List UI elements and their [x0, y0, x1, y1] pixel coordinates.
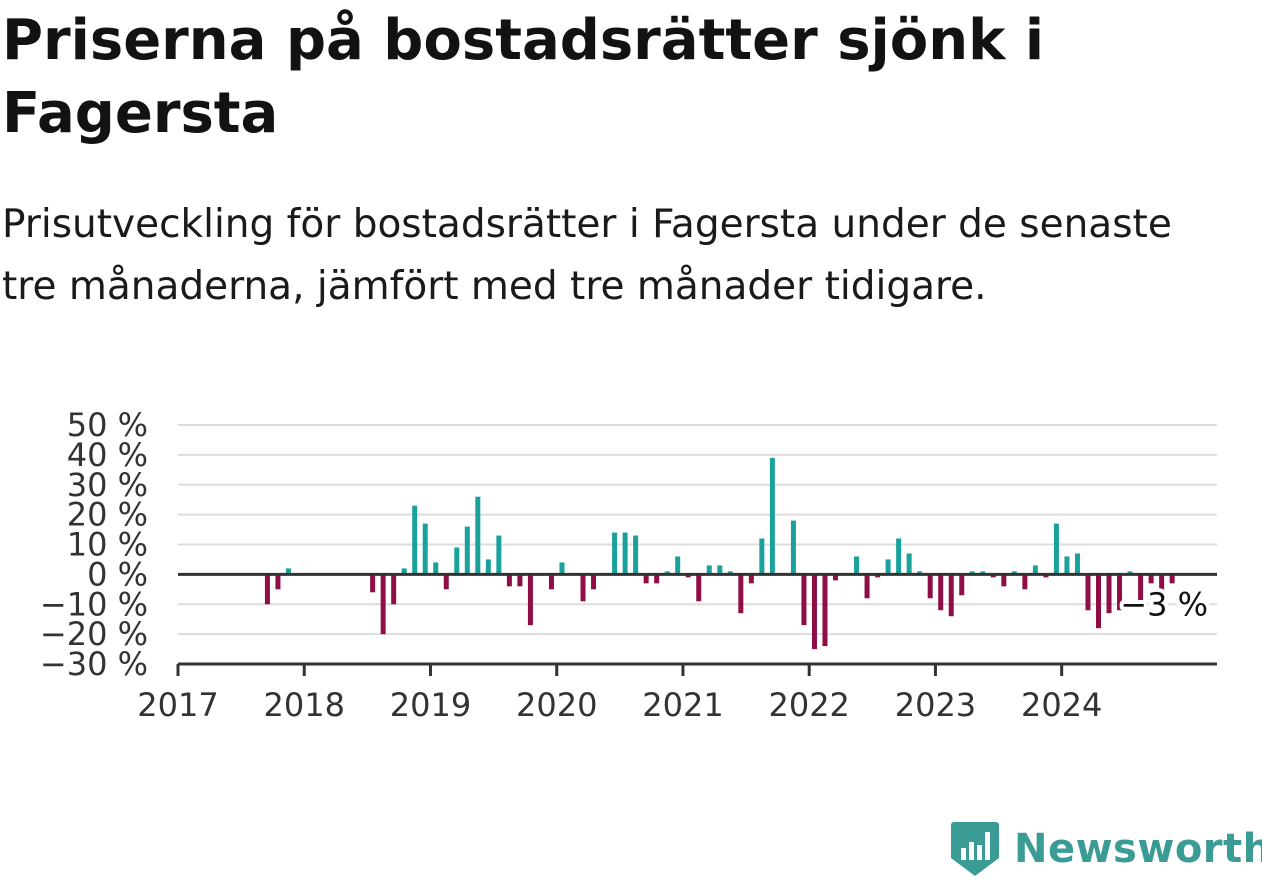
x-tick-label: 2021 [642, 686, 723, 724]
bar [854, 556, 860, 575]
bar [612, 532, 618, 575]
bar [464, 526, 470, 575]
bar [1053, 523, 1059, 575]
bar [769, 457, 775, 575]
bar [264, 574, 270, 605]
bar [485, 559, 491, 575]
bar [748, 574, 754, 584]
bar [548, 574, 554, 590]
bar [1148, 574, 1154, 584]
bar [443, 574, 449, 590]
brand-name: Newsworthy [1014, 826, 1262, 872]
bar [885, 559, 891, 575]
y-tick-label: −10 % [40, 585, 148, 623]
y-tick-label: −30 % [40, 645, 148, 683]
bars [264, 457, 1175, 650]
bar [864, 574, 870, 599]
bar [622, 532, 628, 575]
bar [790, 520, 796, 575]
bar [717, 565, 723, 575]
y-tick-label: 40 % [67, 436, 148, 474]
y-tick-label: 50 % [67, 406, 148, 444]
bar [906, 553, 912, 575]
y-tick-label: 30 % [67, 466, 148, 504]
bar [1138, 574, 1144, 608]
bar [759, 538, 765, 575]
bar [833, 574, 838, 581]
bar [380, 574, 386, 635]
bar [506, 574, 512, 587]
x-tick-label: 2018 [264, 686, 345, 724]
bar [959, 574, 965, 596]
bar [496, 535, 502, 575]
bar [275, 574, 281, 590]
bar [412, 505, 418, 575]
x-tick-label: 2024 [1021, 686, 1102, 724]
chart-title: Priserna på bostadsrätter sjönk i Fagers… [2, 8, 1045, 146]
bar [1022, 574, 1028, 590]
bar [696, 574, 702, 602]
bar [1096, 574, 1101, 629]
end-label-halo: −3 % [1120, 585, 1208, 623]
bar [654, 574, 660, 584]
bar [811, 574, 817, 650]
bar [1085, 574, 1091, 611]
y-tick-label: −20 % [40, 615, 148, 653]
bar [401, 568, 407, 575]
bar [517, 574, 523, 587]
bar [1106, 574, 1112, 614]
bar [391, 574, 397, 605]
bar [633, 535, 639, 575]
bar [896, 538, 902, 575]
newsworthy-logo-icon [951, 822, 999, 876]
bar [454, 547, 460, 575]
bar [475, 496, 481, 575]
y-tick-label: 20 % [67, 496, 148, 534]
bar [1159, 574, 1165, 593]
bar [559, 562, 565, 575]
bar [1169, 574, 1175, 584]
bar [285, 568, 291, 575]
bar [927, 574, 933, 599]
bar-chart: 50 %40 %30 %20 %10 %0 %−10 %−20 %−30 %20… [40, 406, 1217, 724]
x-tick-label: 2020 [516, 686, 597, 724]
bar [643, 574, 649, 584]
bar [948, 574, 954, 617]
bar [527, 574, 533, 626]
bar [422, 523, 428, 575]
bar [1001, 574, 1007, 587]
bar [433, 562, 439, 575]
axes [176, 572, 1217, 676]
newsworthy-logo: Newsworthy [950, 820, 1262, 878]
end-label: −3 % [1120, 585, 1208, 623]
bar [1064, 556, 1070, 575]
bar [1117, 574, 1123, 611]
bar [801, 574, 807, 626]
x-tick-label: 2019 [390, 686, 471, 724]
bar [1032, 565, 1038, 575]
tick-labels: 50 %40 %30 %20 %10 %0 %−10 %−20 %−30 %20… [40, 406, 1212, 724]
bar [738, 574, 744, 614]
bar [591, 574, 597, 590]
x-tick-label: 2023 [895, 686, 976, 724]
bar [938, 574, 944, 611]
x-tick-label: 2017 [137, 686, 218, 724]
bar [675, 556, 681, 575]
y-tick-label: 0 % [87, 555, 148, 593]
bar [706, 565, 712, 575]
gridlines [178, 424, 1217, 636]
chart-subtitle: Prisutveckling för bostadsrätter i Fager… [2, 202, 1172, 309]
bar [822, 574, 828, 647]
y-tick-label: 10 % [67, 526, 148, 564]
bar [580, 574, 586, 602]
bar [370, 574, 376, 593]
bar [1074, 553, 1080, 575]
x-tick-label: 2022 [768, 686, 849, 724]
